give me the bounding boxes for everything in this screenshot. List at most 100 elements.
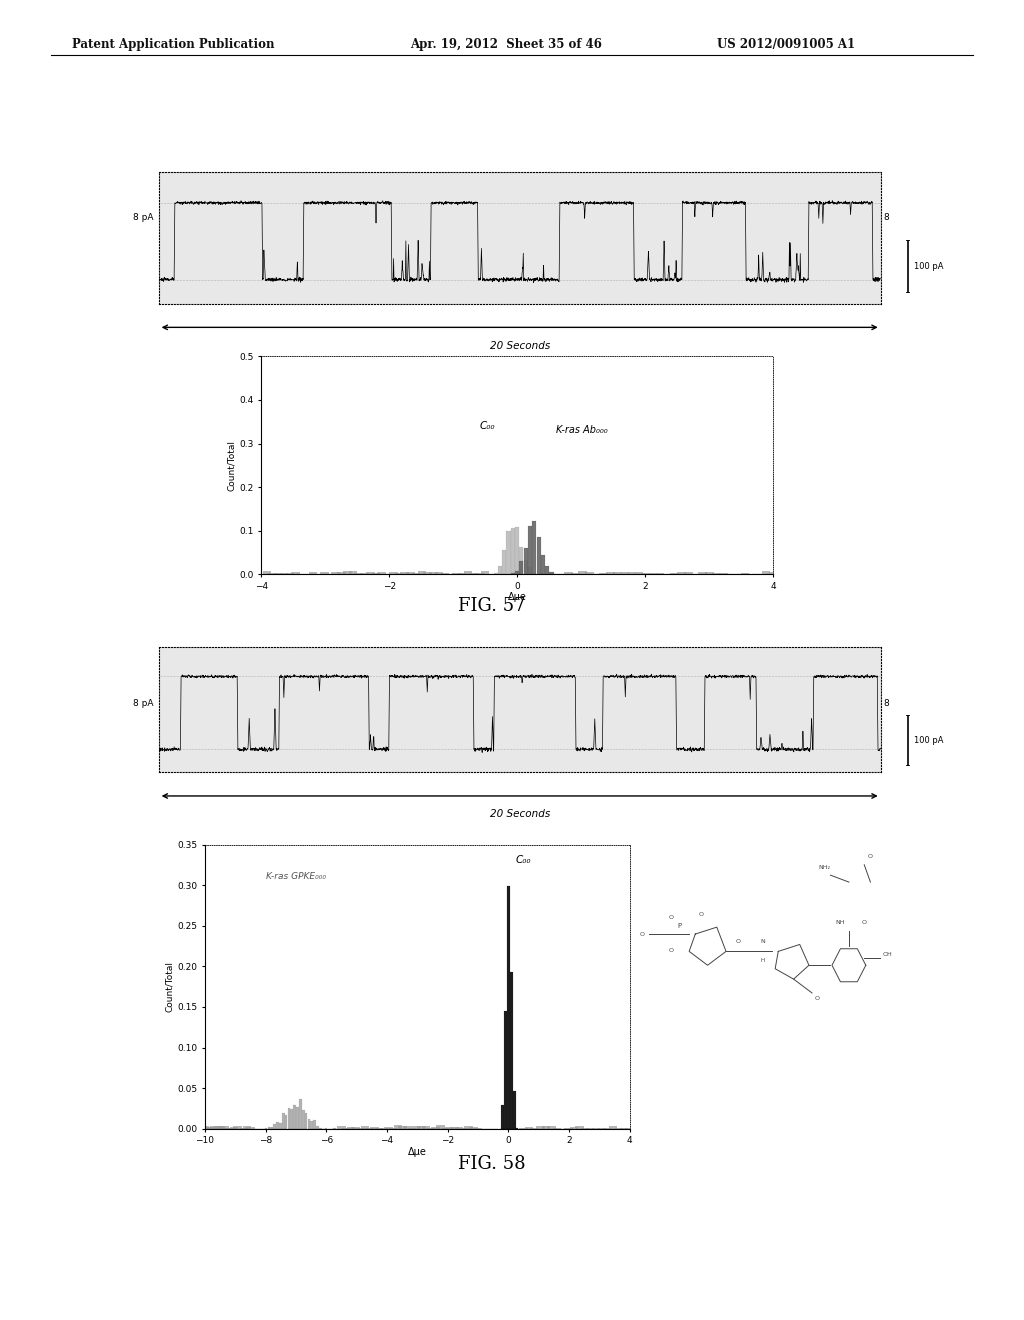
- Bar: [291, 572, 300, 574]
- Bar: [422, 1126, 430, 1129]
- Bar: [684, 572, 692, 574]
- Bar: [510, 973, 513, 1129]
- Bar: [285, 1114, 288, 1129]
- Bar: [220, 1126, 228, 1129]
- Text: O: O: [669, 948, 673, 953]
- Text: O: O: [640, 932, 645, 937]
- Bar: [536, 1126, 545, 1129]
- Bar: [528, 568, 532, 574]
- Text: NH₂: NH₂: [818, 865, 830, 870]
- Text: 100 pA: 100 pA: [914, 263, 944, 271]
- Text: N: N: [761, 940, 765, 945]
- Bar: [564, 572, 572, 574]
- Bar: [550, 572, 554, 574]
- Bar: [351, 1127, 359, 1129]
- Bar: [354, 573, 364, 574]
- Bar: [498, 566, 502, 574]
- Bar: [305, 1113, 307, 1129]
- Bar: [507, 531, 511, 574]
- Bar: [436, 1126, 444, 1129]
- Bar: [635, 573, 643, 574]
- Bar: [511, 528, 515, 574]
- Bar: [246, 1127, 255, 1129]
- Bar: [464, 572, 472, 574]
- Text: 8 pA: 8 pA: [133, 698, 154, 708]
- Y-axis label: Count/Total: Count/Total: [165, 961, 174, 1012]
- Bar: [243, 1126, 251, 1129]
- Y-axis label: Count/Total: Count/Total: [227, 440, 237, 491]
- Bar: [464, 1126, 473, 1129]
- X-axis label: Δμe: Δμe: [508, 593, 526, 602]
- Bar: [262, 572, 271, 574]
- Bar: [547, 1126, 556, 1129]
- Bar: [608, 1126, 617, 1129]
- Text: C₀₀: C₀₀: [479, 421, 495, 432]
- Bar: [429, 572, 437, 574]
- Bar: [293, 1105, 296, 1129]
- Bar: [621, 573, 629, 574]
- Bar: [332, 573, 340, 574]
- Bar: [210, 1126, 219, 1129]
- Bar: [201, 1126, 209, 1129]
- Text: O: O: [861, 920, 866, 925]
- Bar: [545, 566, 549, 574]
- Text: 20 Seconds: 20 Seconds: [489, 341, 550, 351]
- Bar: [537, 537, 541, 574]
- Text: K-ras GPKE₀₀₀: K-ras GPKE₀₀₀: [265, 873, 326, 882]
- Bar: [282, 1113, 285, 1129]
- Bar: [302, 1110, 304, 1129]
- Bar: [316, 1126, 318, 1129]
- Text: US 2012/0091005 A1: US 2012/0091005 A1: [717, 38, 855, 51]
- Text: C₀₀: C₀₀: [516, 855, 531, 865]
- Text: O: O: [815, 997, 820, 1002]
- Text: 8: 8: [884, 214, 890, 222]
- Bar: [308, 572, 317, 574]
- Bar: [519, 546, 523, 574]
- Bar: [313, 1121, 316, 1129]
- Bar: [217, 1126, 225, 1129]
- Bar: [398, 1126, 407, 1129]
- Bar: [532, 521, 537, 574]
- Bar: [523, 560, 527, 574]
- Bar: [268, 573, 276, 574]
- Bar: [575, 1126, 584, 1129]
- Bar: [337, 1126, 346, 1129]
- Bar: [207, 1127, 216, 1129]
- Bar: [515, 527, 519, 574]
- Bar: [515, 572, 519, 574]
- Bar: [413, 1126, 421, 1129]
- Bar: [233, 1126, 242, 1129]
- Bar: [389, 572, 397, 574]
- Bar: [523, 548, 527, 574]
- Bar: [698, 572, 707, 574]
- Bar: [337, 572, 346, 574]
- Bar: [343, 572, 351, 574]
- Bar: [400, 573, 409, 574]
- Bar: [291, 1109, 293, 1129]
- Text: O: O: [699, 912, 703, 916]
- Bar: [525, 1127, 534, 1129]
- Bar: [273, 1123, 276, 1129]
- Bar: [513, 1090, 516, 1129]
- Bar: [288, 1107, 290, 1129]
- Text: Patent Application Publication: Patent Application Publication: [72, 38, 274, 51]
- Bar: [378, 573, 386, 574]
- Bar: [502, 549, 506, 574]
- Bar: [349, 572, 357, 574]
- Bar: [280, 573, 289, 574]
- Text: O: O: [736, 940, 740, 945]
- Text: K-ras Ab₀₀₀: K-ras Ab₀₀₀: [555, 425, 607, 436]
- Text: OH: OH: [883, 952, 893, 957]
- Bar: [276, 1122, 279, 1129]
- Bar: [296, 1107, 299, 1129]
- Bar: [713, 573, 721, 574]
- Bar: [214, 1126, 222, 1129]
- Bar: [431, 1127, 440, 1129]
- Bar: [481, 572, 489, 574]
- Bar: [528, 525, 532, 574]
- Bar: [370, 1126, 379, 1129]
- Bar: [310, 1121, 313, 1129]
- X-axis label: Δμe: Δμe: [408, 1147, 427, 1156]
- Text: H: H: [761, 958, 765, 964]
- Bar: [579, 572, 587, 574]
